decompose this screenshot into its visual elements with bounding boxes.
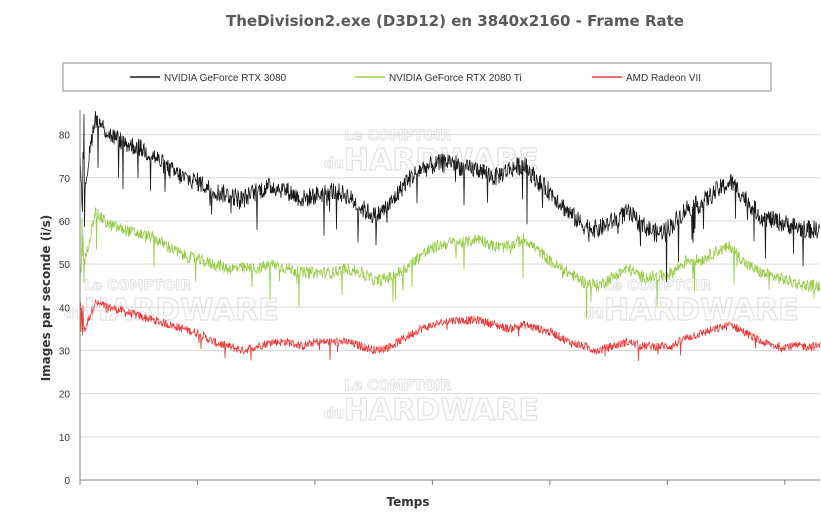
y-axis-title: Images par seconde (i/s) [39,215,53,382]
legend: NVIDIA GeForce RTX 3080 NVIDIA GeForce RT… [62,62,772,92]
watermark-small-text: Le COMPTOIR [344,378,451,394]
watermark-du-text: du [584,306,604,322]
y-tick-label: 60 [59,217,71,228]
watermark-small-text: Le COMPTOIR [84,278,191,294]
watermark-big-text: HARDWARE [344,393,539,428]
y-tick-label: 0 [64,476,70,487]
watermark-big-text: HARDWARE [84,293,279,328]
series-line-0 [79,111,821,283]
legend-entry-label: NVIDIA GeForce RTX 2080 Ti [389,73,522,84]
y-tick-label: 50 [59,260,71,271]
y-tick-label: 40 [59,303,71,314]
axes [79,110,820,485]
watermark-small-text: Le COMPTOIR [344,128,451,144]
watermark-du-text: du [324,156,344,172]
y-tick-label: 10 [59,433,71,444]
gridlines [80,134,820,438]
y-tick-label: 30 [59,346,71,357]
y-tick-label: 80 [59,131,71,142]
legend-entry-label: NVIDIA GeForce RTX 3080 [164,73,287,84]
watermark-du-text: du [324,406,344,422]
y-tick-labels: 0 10 20 30 40 50 60 70 80 [59,131,71,487]
legend-frame [62,62,772,92]
series-line-2 [79,298,821,362]
series-layer [79,111,821,362]
watermark-big-text: HARDWARE [604,293,799,328]
watermark-du-text: du [64,306,84,322]
chart-title: TheDivision2.exe (D3D12) en 3840x2160 - … [226,12,684,30]
series-line-1 [79,206,821,319]
y-tick-label: 70 [59,174,71,185]
legend-entry-label: AMD Radeon VII [626,73,701,84]
y-tick-label: 20 [59,390,71,401]
x-axis-title: Temps [387,495,430,509]
